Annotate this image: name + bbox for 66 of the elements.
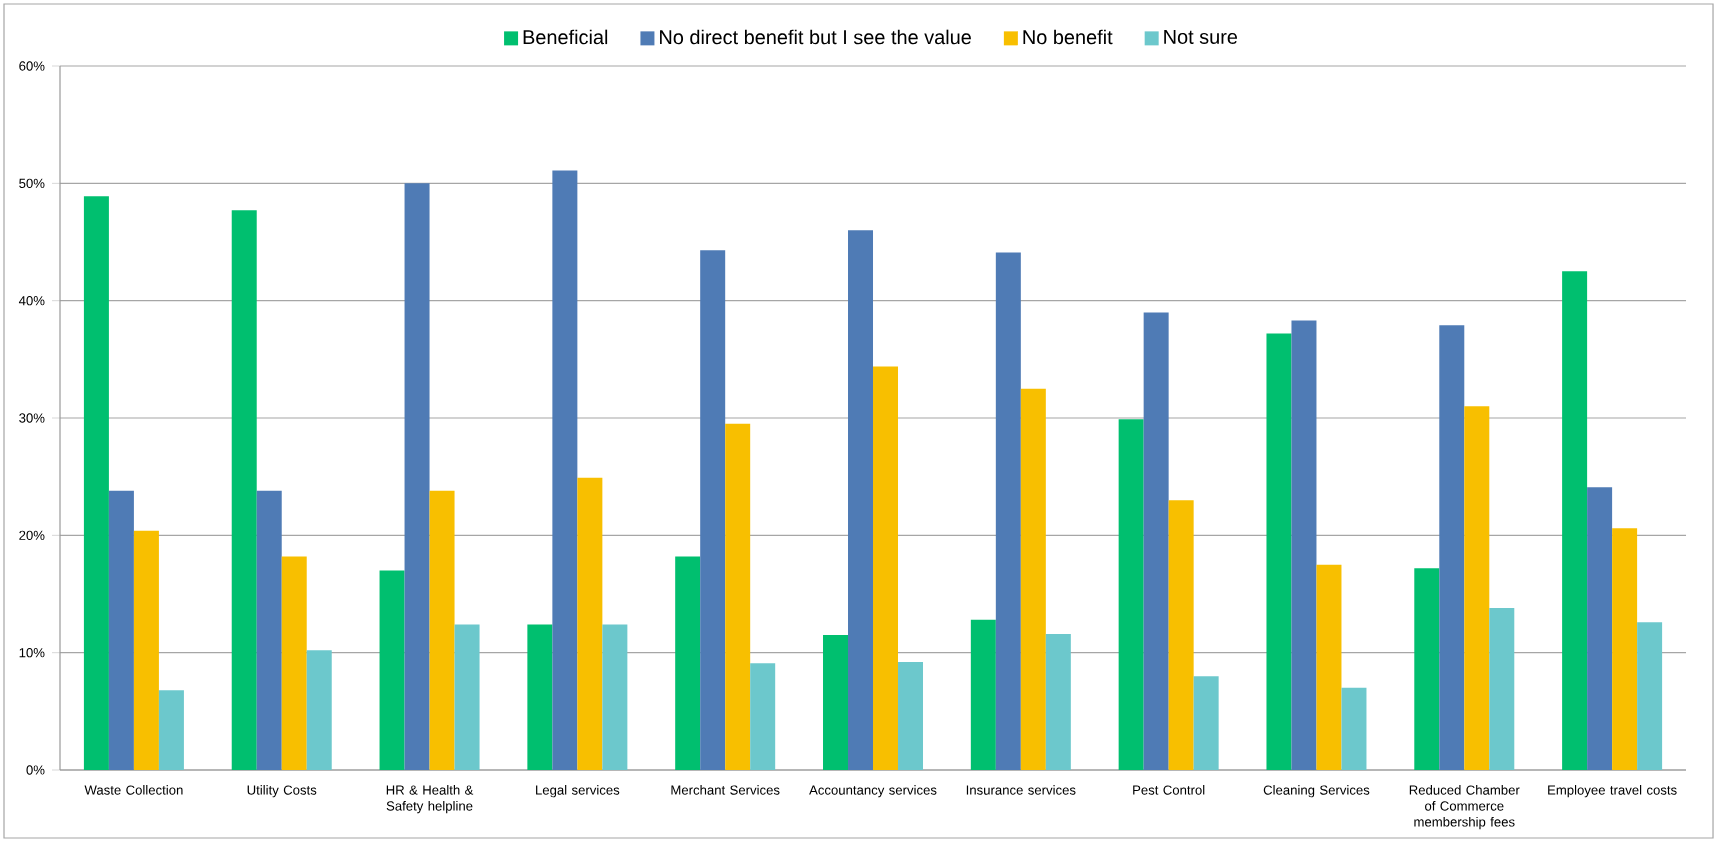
legend-label: No benefit xyxy=(1023,29,1113,45)
bar xyxy=(404,183,430,770)
bar xyxy=(823,635,849,770)
bar xyxy=(158,690,184,770)
bar xyxy=(1045,633,1071,770)
bar xyxy=(1020,388,1046,770)
bar xyxy=(429,490,455,770)
x-tick-label: Insurance services xyxy=(966,785,1076,795)
bar xyxy=(552,170,578,770)
bar xyxy=(898,662,924,770)
bar xyxy=(725,423,751,770)
y-tick-label: 0% xyxy=(26,765,45,775)
x-tick-label: Cleaning Services xyxy=(1263,785,1370,798)
bar xyxy=(133,530,159,770)
bar xyxy=(454,624,480,770)
bar xyxy=(970,619,996,770)
bar xyxy=(750,663,776,770)
bar xyxy=(1266,333,1292,770)
x-tick-label: Waste Collection xyxy=(84,785,183,795)
legend-label: Not sure xyxy=(1164,30,1238,44)
bar xyxy=(1464,406,1490,770)
x-tick-label: Merchant Services xyxy=(671,785,780,795)
x-tick-label: Legal services xyxy=(536,785,620,798)
bar xyxy=(873,366,899,770)
y-tick-label: 50% xyxy=(19,178,45,188)
x-tick-label: Accountancy services xyxy=(809,785,937,798)
bar xyxy=(108,490,134,770)
bar xyxy=(700,250,726,770)
bar xyxy=(306,650,332,770)
bar xyxy=(1414,568,1440,770)
legend-label: No direct benefit but I see the value xyxy=(660,29,971,45)
x-tick-label: HR & Health & Safety helpline xyxy=(386,785,474,814)
bar xyxy=(83,196,109,770)
bar xyxy=(1439,325,1465,770)
bar xyxy=(1489,608,1515,770)
x-tick-label: Reduced Chamber of Commerce membership fees xyxy=(1409,785,1520,830)
bar xyxy=(1291,320,1317,770)
bar xyxy=(231,210,257,770)
bar xyxy=(577,477,603,770)
bar xyxy=(1341,687,1367,770)
bar xyxy=(602,624,628,770)
bar xyxy=(1168,500,1194,770)
bar xyxy=(281,556,307,770)
bar xyxy=(1143,312,1169,770)
bar xyxy=(1118,419,1144,770)
x-tick-label: Pest Control xyxy=(1133,785,1205,795)
bar xyxy=(379,570,405,770)
bar xyxy=(675,556,701,770)
bar xyxy=(1612,528,1638,770)
bar xyxy=(256,490,282,770)
bar xyxy=(1587,487,1613,770)
bar xyxy=(995,252,1021,770)
y-tick-label: 30% xyxy=(19,413,45,423)
bar xyxy=(1637,622,1663,770)
y-tick-label: 10% xyxy=(19,648,45,658)
bar xyxy=(848,230,874,770)
x-tick-label: Utility Costs xyxy=(247,785,317,798)
y-tick-label: 20% xyxy=(19,530,45,540)
x-tick-label: Employee travel costs xyxy=(1548,785,1677,798)
bar xyxy=(1562,271,1588,770)
bar xyxy=(1193,676,1219,770)
bar xyxy=(527,624,553,770)
bar xyxy=(1316,564,1342,770)
y-tick-label: 60% xyxy=(19,61,45,71)
legend-label: Beneficial xyxy=(523,29,608,45)
y-tick-label: 40% xyxy=(18,296,45,306)
